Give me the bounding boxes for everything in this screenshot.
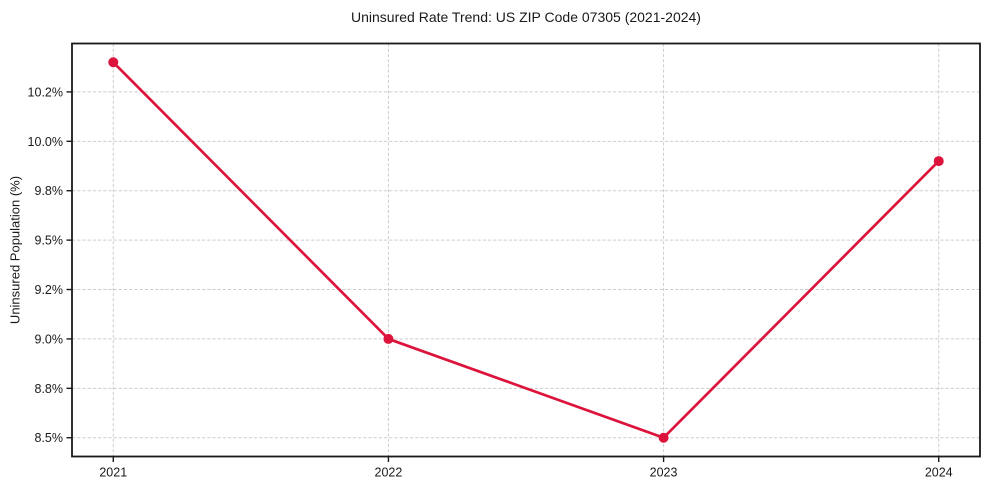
trend-line bbox=[111, 60, 941, 440]
x-tick-label: 2022 bbox=[375, 466, 403, 480]
data-point bbox=[108, 57, 119, 68]
data-point bbox=[933, 156, 944, 167]
data-point bbox=[658, 432, 669, 443]
y-tick-label: 9.5% bbox=[35, 234, 64, 248]
y-tick-label: 10.2% bbox=[28, 85, 63, 99]
x-tick-label: 2021 bbox=[99, 466, 127, 480]
data-point bbox=[383, 333, 394, 344]
y-tick-label: 9.0% bbox=[35, 332, 64, 346]
chart-title: Uninsured Rate Trend: US ZIP Code 07305 … bbox=[351, 9, 701, 25]
x-tick-label: 2024 bbox=[925, 466, 953, 480]
y-tick-label: 10.0% bbox=[28, 135, 63, 149]
y-tick-label: 9.8% bbox=[35, 184, 64, 198]
x-tick-label: 2023 bbox=[650, 466, 678, 480]
y-tick-label: 9.2% bbox=[35, 283, 64, 297]
plot-border bbox=[71, 42, 981, 458]
y-tick-label: 8.5% bbox=[35, 431, 64, 445]
y-tick-label: 8.8% bbox=[35, 382, 64, 396]
